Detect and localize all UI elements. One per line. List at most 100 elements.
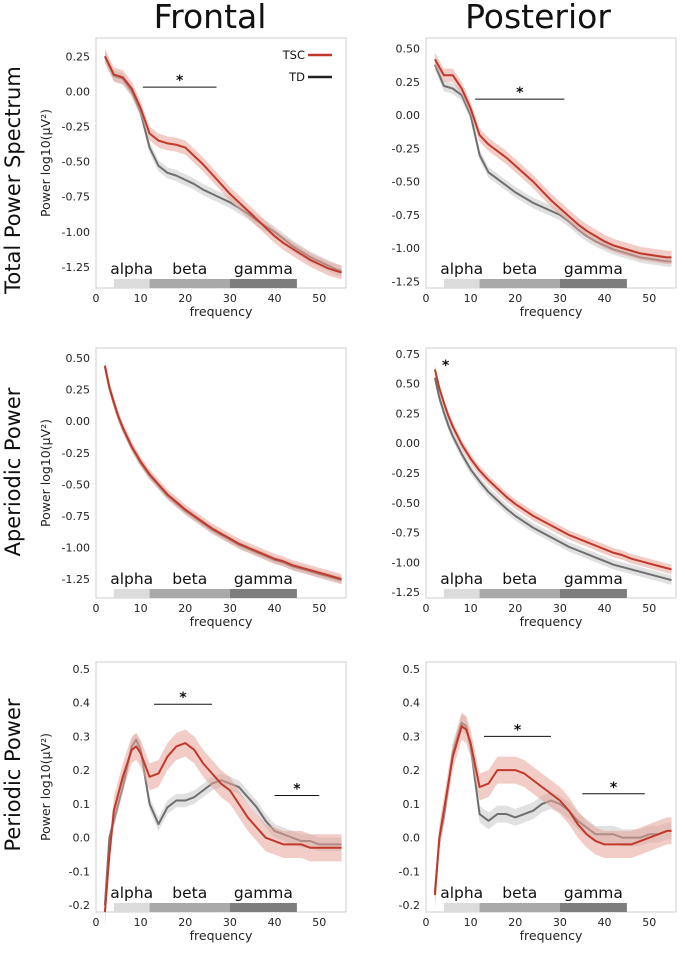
significance-star: * [516, 85, 524, 101]
y-tick-label: 0.75 [396, 348, 421, 361]
series-line-tsc [433, 369, 672, 571]
x-tick-label: 10 [464, 602, 478, 615]
band-bar-gamma [229, 903, 297, 912]
x-tick-label: 0 [423, 292, 430, 305]
x-axis-label: frequency [520, 614, 583, 629]
y-tick-label: -0.50 [62, 156, 90, 169]
y-tick-label: 0.50 [66, 352, 91, 365]
ci-band-td [434, 373, 672, 585]
x-tick-label: 10 [464, 292, 478, 305]
y-tick-label: 0.4 [403, 697, 421, 710]
band-bar-beta [149, 903, 230, 912]
y-tick-label: -0.75 [62, 510, 90, 523]
x-tick-label: 10 [134, 916, 148, 929]
band-bar-gamma [229, 589, 297, 598]
band-label-alpha: alpha [110, 260, 153, 278]
y-tick-label: -1.25 [392, 586, 420, 599]
band-label-alpha: alpha [440, 570, 483, 588]
x-tick-label: 50 [642, 916, 656, 929]
x-tick-label: 40 [268, 292, 282, 305]
band-label-gamma: gamma [234, 260, 293, 278]
band-label-alpha: alpha [440, 884, 483, 902]
x-tick-label: 50 [312, 602, 326, 615]
x-tick-label: 20 [508, 916, 522, 929]
x-axis-label: frequency [520, 304, 583, 319]
y-tick-label: -0.1 [69, 865, 90, 878]
series-line-tsc [434, 58, 672, 259]
band-bar-gamma [559, 589, 627, 598]
y-tick-label: 0.25 [66, 384, 91, 397]
x-tick-label: 20 [178, 292, 192, 305]
y-tick-label: 0.5 [73, 663, 91, 676]
band-bar-alpha [443, 589, 480, 598]
band-label-beta: beta [502, 570, 537, 588]
y-tick-label: -0.75 [62, 191, 90, 204]
band-label-gamma: gamma [234, 570, 293, 588]
y-tick-label: 0.1 [73, 798, 91, 811]
y-tick-label: -1.25 [392, 275, 420, 288]
legend-label-tsc: TSC [282, 48, 305, 62]
band-label-alpha: alpha [440, 260, 483, 278]
significance-star: * [293, 781, 301, 797]
y-tick-label: -0.1 [399, 865, 420, 878]
series-line-tsc [103, 365, 342, 581]
chart-panel-2-1: 0.5 0.4 0.3 0.2 0.1 0.0 -0.1 -0.20 10 20 30 40 50 fre… [399, 661, 677, 943]
band-bar-beta [479, 903, 560, 912]
y-tick-label: 0.0 [403, 832, 421, 845]
band-bar-gamma [559, 279, 627, 288]
x-axis-label: frequency [190, 614, 253, 629]
x-tick-label: 50 [642, 602, 656, 615]
x-tick-label: 10 [134, 602, 148, 615]
y-tick-label: 0.2 [403, 764, 421, 777]
y-tick-label: -0.50 [392, 176, 420, 189]
ci-band-tsc [434, 364, 672, 575]
x-tick-label: 40 [268, 916, 282, 929]
x-tick-label: 0 [93, 292, 100, 305]
chart-panel-1-0: 0.50 0.25 0.00 -0.25 -0.50 -0.75 -1.00 -1.25 0 10… [38, 347, 347, 629]
band-bar-alpha [113, 903, 150, 912]
band-bar-alpha [443, 279, 480, 288]
y-tick-label: -0.25 [392, 142, 420, 155]
x-tick-label: 30 [553, 292, 567, 305]
band-label-beta: beta [172, 260, 207, 278]
x-tick-label: 0 [423, 602, 430, 615]
x-tick-label: 40 [598, 916, 612, 929]
y-tick-label: -0.2 [399, 899, 420, 912]
y-tick-label: -1.00 [392, 556, 420, 569]
y-tick-label: -1.00 [62, 541, 90, 554]
band-label-alpha: alpha [110, 570, 153, 588]
chart-panel-0-0: 0.25 0.00 -0.25 -0.50 -0.75 -1.00 -1.25 0 10 20 30… [38, 37, 347, 319]
band-label-beta: beta [172, 884, 207, 902]
ci-band-tsc [104, 360, 342, 585]
y-tick-label: 0.25 [396, 407, 421, 420]
y-tick-label: 0.4 [73, 697, 91, 710]
y-tick-label: 0.00 [66, 415, 91, 428]
significance-star: * [610, 780, 618, 796]
y-tick-label: 0.3 [73, 730, 91, 743]
legend-label-td: TD [288, 70, 305, 84]
y-axis-label: Power log10(μV²) [38, 419, 53, 527]
x-tick-label: 10 [464, 916, 478, 929]
series-line-tsc [103, 742, 342, 913]
y-tick-label: 0.2 [73, 764, 91, 777]
band-label-gamma: gamma [564, 260, 623, 278]
y-tick-label: 0.00 [396, 109, 421, 122]
band-bar-alpha [113, 279, 150, 288]
x-tick-label: 20 [508, 602, 522, 615]
y-tick-label: -0.2 [69, 899, 90, 912]
y-axis-label: Power log10(μV²) [38, 109, 53, 217]
x-axis-label: frequency [520, 928, 583, 943]
chart-panel-1-1: 0.75 0.50 0.25 0.00 -0.25 -0.50 -0.75 -1.00 -1.2… [392, 347, 677, 629]
y-tick-label: 0.5 [403, 663, 421, 676]
y-tick-label: 0.25 [396, 76, 421, 89]
band-label-alpha: alpha [110, 884, 153, 902]
ci-band-tsc [434, 712, 672, 909]
x-tick-label: 20 [178, 916, 192, 929]
band-bar-beta [149, 589, 230, 598]
x-tick-label: 0 [93, 916, 100, 929]
x-tick-label: 40 [598, 292, 612, 305]
ci-band-td [434, 59, 672, 267]
series-line-td [433, 377, 672, 582]
y-tick-label: -1.25 [62, 573, 90, 586]
